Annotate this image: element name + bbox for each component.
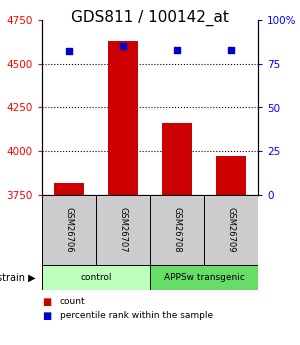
Text: GSM26709: GSM26709	[226, 207, 236, 253]
Point	[229, 47, 233, 52]
Text: ■: ■	[42, 297, 51, 307]
Text: strain ▶: strain ▶	[0, 273, 36, 283]
Bar	[162, 123, 192, 195]
Bar	[108, 41, 138, 195]
Text: ■: ■	[42, 311, 51, 321]
Bar	[150, 265, 258, 290]
Bar	[54, 183, 84, 195]
Bar	[150, 195, 204, 265]
Point	[175, 47, 179, 52]
Text: percentile rank within the sample: percentile rank within the sample	[60, 311, 213, 320]
Bar	[204, 195, 258, 265]
Text: count: count	[60, 297, 85, 306]
Bar	[96, 195, 150, 265]
Text: GDS811 / 100142_at: GDS811 / 100142_at	[71, 10, 229, 26]
Point	[121, 43, 125, 49]
Text: APPSw transgenic: APPSw transgenic	[164, 273, 244, 282]
Bar	[42, 195, 96, 265]
Text: GSM26707: GSM26707	[118, 207, 127, 253]
Bar	[216, 157, 246, 195]
Text: GSM26708: GSM26708	[172, 207, 182, 253]
Point	[67, 49, 71, 54]
Bar	[42, 265, 150, 290]
Text: GSM26706: GSM26706	[64, 207, 74, 253]
Text: control: control	[80, 273, 112, 282]
